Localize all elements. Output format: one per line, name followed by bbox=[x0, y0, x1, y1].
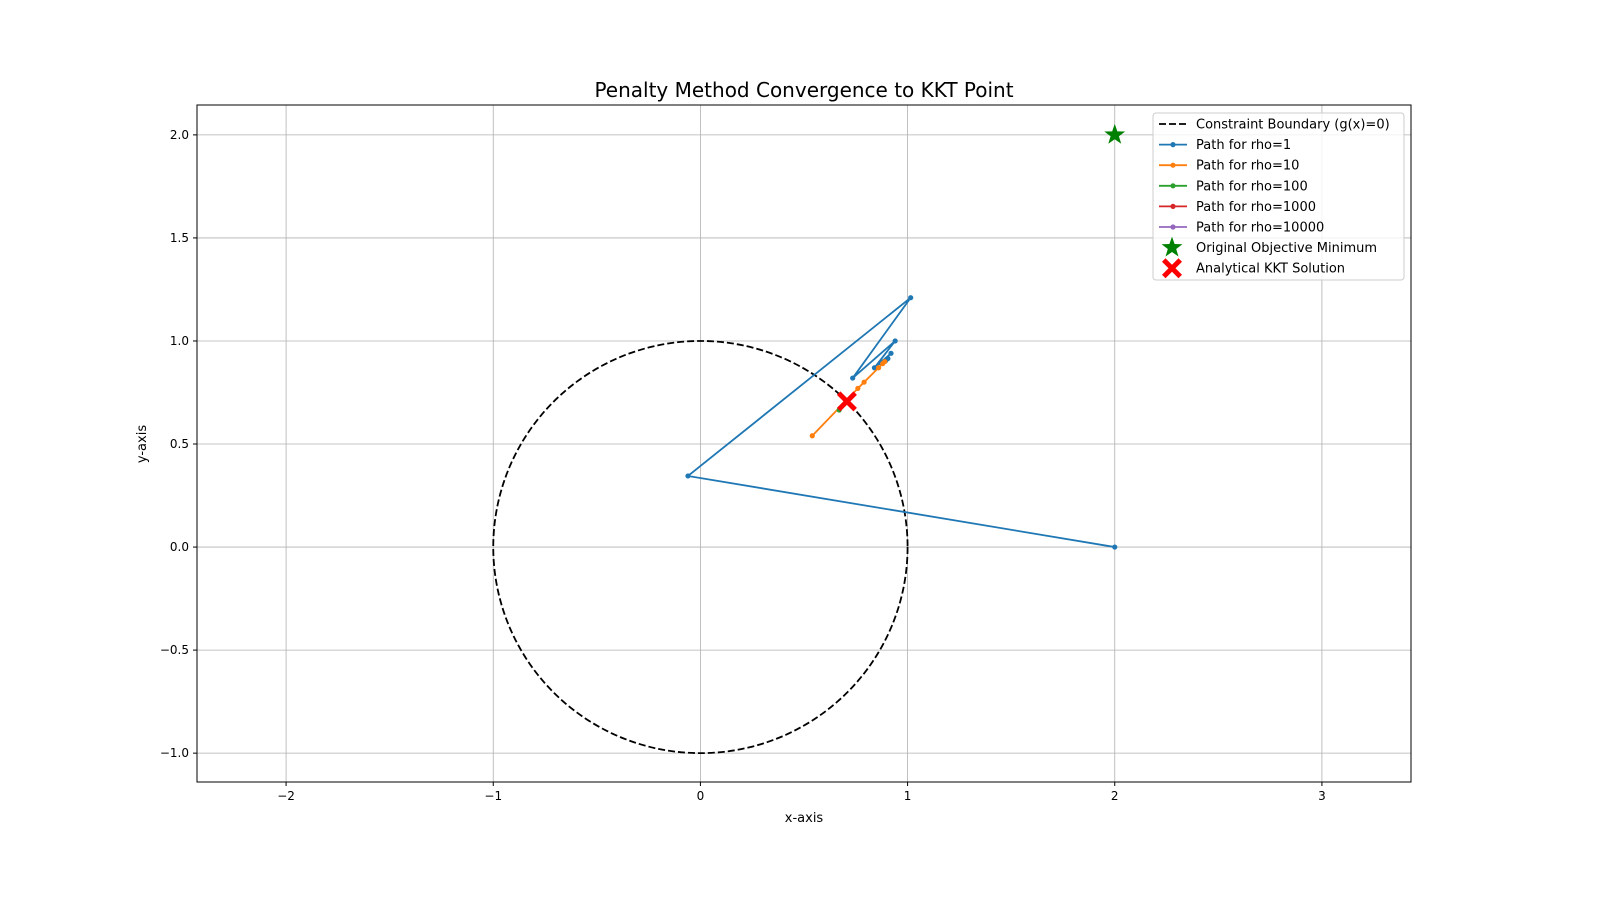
legend-entry: Path for rho=1000 bbox=[1159, 200, 1316, 215]
chart-title: Penalty Method Convergence to KKT Point bbox=[594, 78, 1013, 102]
data-point bbox=[882, 358, 888, 365]
data-point bbox=[685, 473, 691, 479]
y-tick-label: 0.5 bbox=[170, 437, 189, 451]
legend-entry: Path for rho=100 bbox=[1159, 179, 1308, 194]
data-point bbox=[871, 365, 878, 371]
kkt-solution-marker bbox=[836, 391, 857, 412]
legend-label: Analytical KKT Solution bbox=[1196, 262, 1345, 277]
x-tick-label: 0 bbox=[697, 789, 705, 803]
x-tick-label: 3 bbox=[1318, 789, 1326, 803]
constraint-boundary bbox=[492, 340, 909, 755]
legend-box bbox=[1152, 112, 1405, 281]
data-point bbox=[1112, 544, 1118, 550]
y-tick-label: −0.5 bbox=[160, 643, 189, 657]
legend-entry: Original Objective Minimum bbox=[1161, 236, 1377, 257]
legend-marker bbox=[1170, 142, 1176, 148]
data-point bbox=[888, 350, 894, 356]
ticks: −2 −1 0 1 2 3 −1.0 −0.5 0.0 0.5 1.0 1.5 2.0 bbox=[160, 128, 1326, 803]
star-icon bbox=[1161, 236, 1183, 257]
legend-entry: Path for rho=10000 bbox=[1159, 221, 1324, 236]
data-point bbox=[875, 365, 882, 371]
legend-label: Path for rho=1000 bbox=[1196, 200, 1316, 215]
legend-label: Path for rho=1 bbox=[1196, 138, 1291, 153]
data-point bbox=[809, 433, 815, 439]
legend-label: Constraint Boundary (g(x)=0) bbox=[1196, 118, 1390, 133]
x-tick-label: 2 bbox=[1111, 789, 1119, 803]
legend-marker bbox=[1170, 183, 1176, 189]
plot-area bbox=[492, 123, 1126, 755]
objective-minimum-star bbox=[1104, 123, 1126, 144]
legend-entry: Analytical KKT Solution bbox=[1162, 258, 1345, 279]
x-tick-label: −1 bbox=[484, 789, 502, 803]
y-tick-label: 1.0 bbox=[170, 334, 189, 348]
legend-label: Path for rho=10 bbox=[1196, 159, 1299, 174]
series-path-for-rho-1 bbox=[685, 295, 1118, 550]
legend-label: Path for rho=10000 bbox=[1196, 221, 1324, 236]
y-axis-label: y-axis bbox=[135, 425, 150, 463]
data-point bbox=[892, 338, 898, 344]
legend: Constraint Boundary (g(x)=0) Path for rho… bbox=[1152, 112, 1405, 281]
legend-entry: Constraint Boundary (g(x)=0) bbox=[1159, 118, 1390, 133]
axes-frame bbox=[196, 104, 1412, 783]
data-point bbox=[850, 375, 856, 381]
legend-marker bbox=[1170, 162, 1176, 168]
y-tick-label: −1.0 bbox=[160, 746, 189, 760]
x-icon bbox=[1162, 258, 1182, 279]
x-axis-label: x-axis bbox=[785, 811, 824, 826]
data-point bbox=[908, 295, 914, 301]
data-point bbox=[855, 385, 861, 391]
legend-entry: Path for rho=10 bbox=[1159, 159, 1299, 174]
legend-marker bbox=[1170, 203, 1176, 209]
y-tick-label: 0.0 bbox=[170, 540, 189, 554]
x-tick-label: 1 bbox=[904, 789, 912, 803]
series-line bbox=[685, 296, 1115, 548]
legend-label: Original Objective Minimum bbox=[1196, 241, 1377, 256]
y-tick-label: 2.0 bbox=[170, 128, 189, 142]
legend-label: Path for rho=100 bbox=[1196, 179, 1308, 194]
x-tick-label: −2 bbox=[277, 789, 295, 803]
legend-entry: Path for rho=1 bbox=[1159, 138, 1291, 153]
data-point bbox=[861, 379, 867, 385]
legend-marker bbox=[1170, 224, 1176, 230]
y-tick-label: 1.5 bbox=[170, 231, 189, 245]
